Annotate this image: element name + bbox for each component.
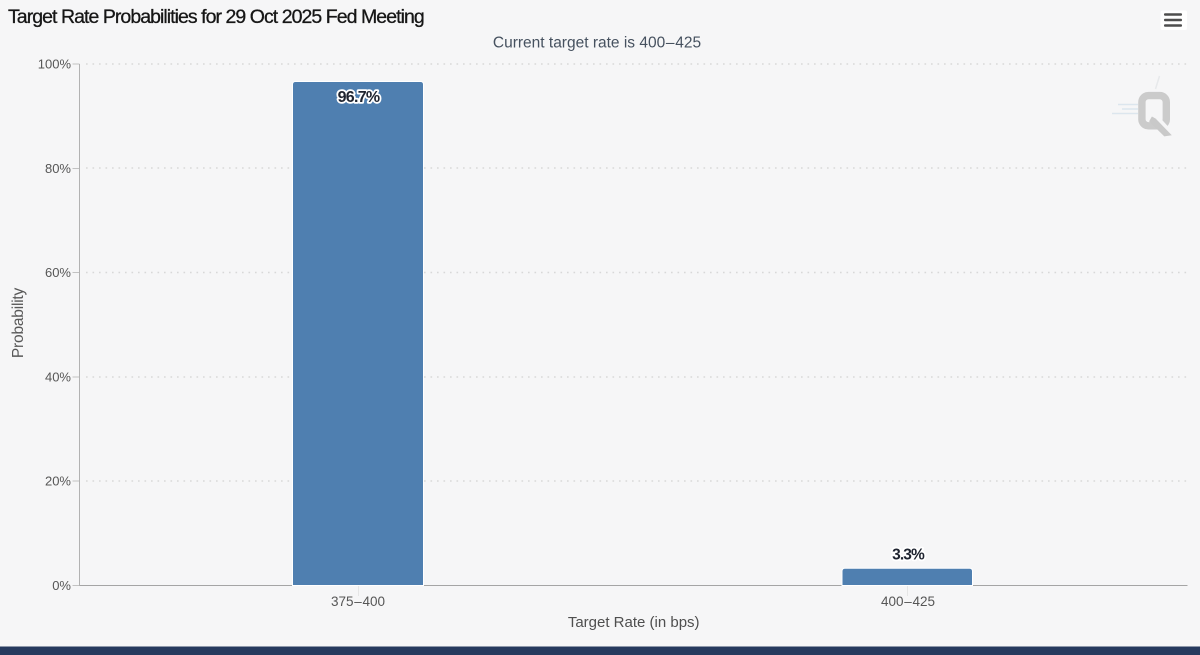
- svg-text:80%: 80%: [45, 161, 71, 176]
- svg-text:100%: 100%: [38, 57, 72, 72]
- svg-text:400–425: 400–425: [881, 594, 935, 609]
- svg-text:96.7%: 96.7%: [338, 89, 380, 106]
- svg-text:Current target rate is 400–425: Current target rate is 400–425: [493, 35, 701, 52]
- svg-text:Target Rate (in bps): Target Rate (in bps): [568, 614, 700, 631]
- svg-text:0%: 0%: [52, 578, 71, 593]
- svg-text:60%: 60%: [45, 265, 71, 280]
- svg-text:Target Rate Probabilities for: Target Rate Probabilities for 29 Oct 202…: [8, 6, 424, 28]
- svg-text:375–400: 375–400: [331, 594, 385, 609]
- svg-text:40%: 40%: [45, 370, 71, 385]
- svg-text:20%: 20%: [45, 474, 71, 489]
- svg-text:3.3%: 3.3%: [892, 546, 925, 563]
- svg-text:Probability: Probability: [10, 287, 27, 358]
